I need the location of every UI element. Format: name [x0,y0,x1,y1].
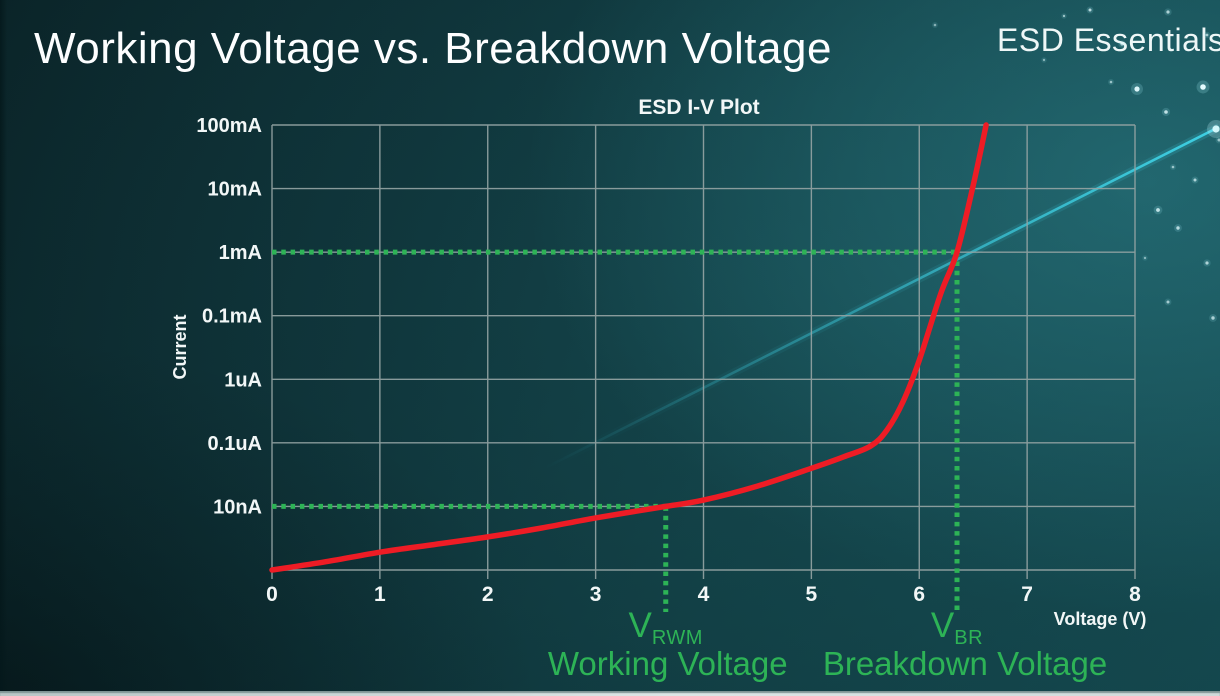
background-streak [543,120,1220,472]
vrwm-subscript: RWM [651,627,703,649]
vbr-marker-label: VBR [931,606,983,650]
guide-lines [272,249,960,612]
x-tick-label: 6 [913,583,925,606]
y-tick-label: 1mA [219,242,262,264]
y-tick-label: 100mA [196,115,262,137]
x-tick-label: 4 [698,583,710,606]
x-tick-label: 7 [1021,583,1033,606]
y-tick-label: 0.1uA [208,433,262,455]
breakdown-voltage-caption: Breakdown Voltage [822,645,1108,682]
bottom-strip [0,691,1220,696]
axis-labels: ESD I-V Plot 100mA 10mA 1mA 0.1mA 1uA 0.1uA 10n… [170,96,1146,629]
x-tick-label: 0 [266,583,278,606]
y-tick-label: 1uA [224,369,262,391]
slide-title: Working Voltage vs. Breakdown Voltage [34,24,832,73]
vbr-subscript: BR [954,627,984,649]
y-tick-label: 10nA [213,496,262,518]
x-tick-label: 5 [806,583,818,606]
y-axis-title: Current [170,314,190,379]
x-tick-label: 2 [482,583,494,606]
star-field [932,6,1220,322]
working-voltage-caption: Working Voltage [547,645,788,682]
left-edge-shade [0,0,7,696]
x-tick-label: 1 [374,583,386,606]
chart-title: ESD I-V Plot [638,96,759,119]
x-axis-title: Voltage (V) [1054,609,1147,629]
iv-curve [269,122,989,573]
vrwm-marker-label: VRWM [628,606,702,650]
brand-text: ESD Essentials [997,22,1220,58]
vrwm-base: V [628,606,652,645]
y-tick-label: 0.1mA [202,306,262,328]
x-tick-label: 3 [590,583,602,606]
x-tick-label: 8 [1129,583,1141,606]
y-tick-label: 10mA [208,179,262,201]
vbr-base: V [930,606,955,645]
chart-grid [271,124,1136,579]
